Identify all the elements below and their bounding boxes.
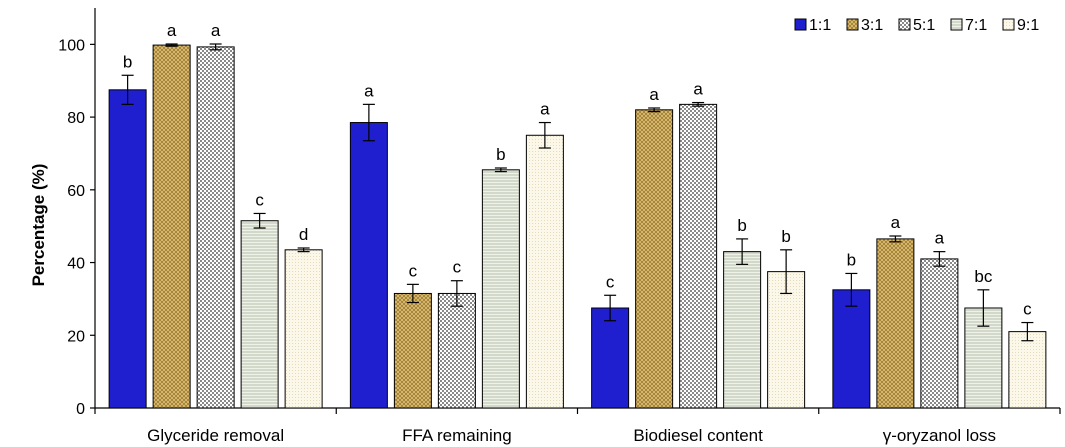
bar [284, 249, 323, 409]
error-bars [121, 43, 1034, 342]
x-tick-labels: Glyceride removal FFA remaining Biodiesel … [147, 426, 996, 445]
x-category-label: Biodiesel content [633, 426, 763, 445]
legend-label: 9:1 [1017, 17, 1039, 34]
bar [525, 134, 564, 409]
significance-letter: b [781, 227, 790, 246]
bar [964, 307, 1003, 409]
significance-letter: a [167, 21, 177, 40]
significance-letters: b a a c d a c c b a c a a b b b a a bc c [123, 21, 1032, 319]
y-tick-label: 0 [76, 401, 85, 418]
legend-label: 3:1 [861, 17, 883, 34]
bar [349, 122, 388, 409]
bar [767, 271, 806, 409]
significance-letter: c [606, 272, 615, 291]
y-tick-label: 100 [58, 37, 85, 54]
bar [393, 292, 432, 409]
bar [723, 251, 762, 409]
legend-label: 7:1 [965, 17, 987, 34]
significance-letter: a [649, 85, 659, 104]
axes [90, 8, 1061, 414]
legend-swatch [950, 18, 963, 31]
bars [108, 44, 1047, 409]
significance-letter: b [847, 250, 856, 269]
bar [635, 109, 674, 409]
bar [1008, 331, 1047, 409]
y-tick-label: 80 [67, 110, 85, 127]
significance-letter: a [891, 213, 901, 232]
significance-letter: b [737, 216, 746, 235]
significance-letter: a [693, 80, 703, 99]
bar [679, 103, 718, 409]
significance-letter: bc [974, 267, 992, 286]
bar [108, 89, 147, 409]
legend-label: 1:1 [809, 17, 831, 34]
bar [920, 258, 959, 409]
bar [832, 289, 871, 409]
x-category-label: Glyceride removal [147, 426, 284, 445]
significance-letter: c [1023, 300, 1032, 319]
significance-letter: a [540, 100, 550, 119]
legend-swatch [846, 18, 859, 31]
bar [196, 46, 235, 409]
significance-letter: c [453, 258, 462, 277]
significance-letter: b [123, 52, 132, 71]
legend-swatch [1002, 18, 1015, 31]
bar [876, 238, 915, 409]
significance-letter: a [935, 229, 945, 248]
y-tick-label: 40 [67, 256, 85, 273]
significance-letter: d [299, 225, 308, 244]
bar [437, 292, 476, 409]
bar [591, 307, 630, 409]
y-tick-label: 60 [67, 183, 85, 200]
bar [152, 44, 191, 409]
bar [481, 169, 520, 409]
x-category-label: γ-oryzanol loss [883, 426, 996, 445]
significance-letter: a [364, 81, 374, 100]
legend-swatch [898, 18, 911, 31]
significance-letter: a [211, 21, 221, 40]
legend: 1:1 3:1 5:1 7:1 9:1 [794, 17, 1039, 34]
significance-letter: c [255, 190, 264, 209]
significance-letter: c [409, 261, 418, 280]
legend-swatch [794, 18, 807, 31]
bar [240, 220, 279, 409]
y-tick-label: 20 [67, 328, 85, 345]
legend-label: 5:1 [913, 17, 935, 34]
y-tick-labels: 0 20 40 60 80 100 [58, 37, 85, 418]
y-axis-label: Percentage (%) [29, 164, 48, 287]
x-category-label: FFA remaining [402, 426, 512, 445]
significance-letter: b [496, 145, 505, 164]
